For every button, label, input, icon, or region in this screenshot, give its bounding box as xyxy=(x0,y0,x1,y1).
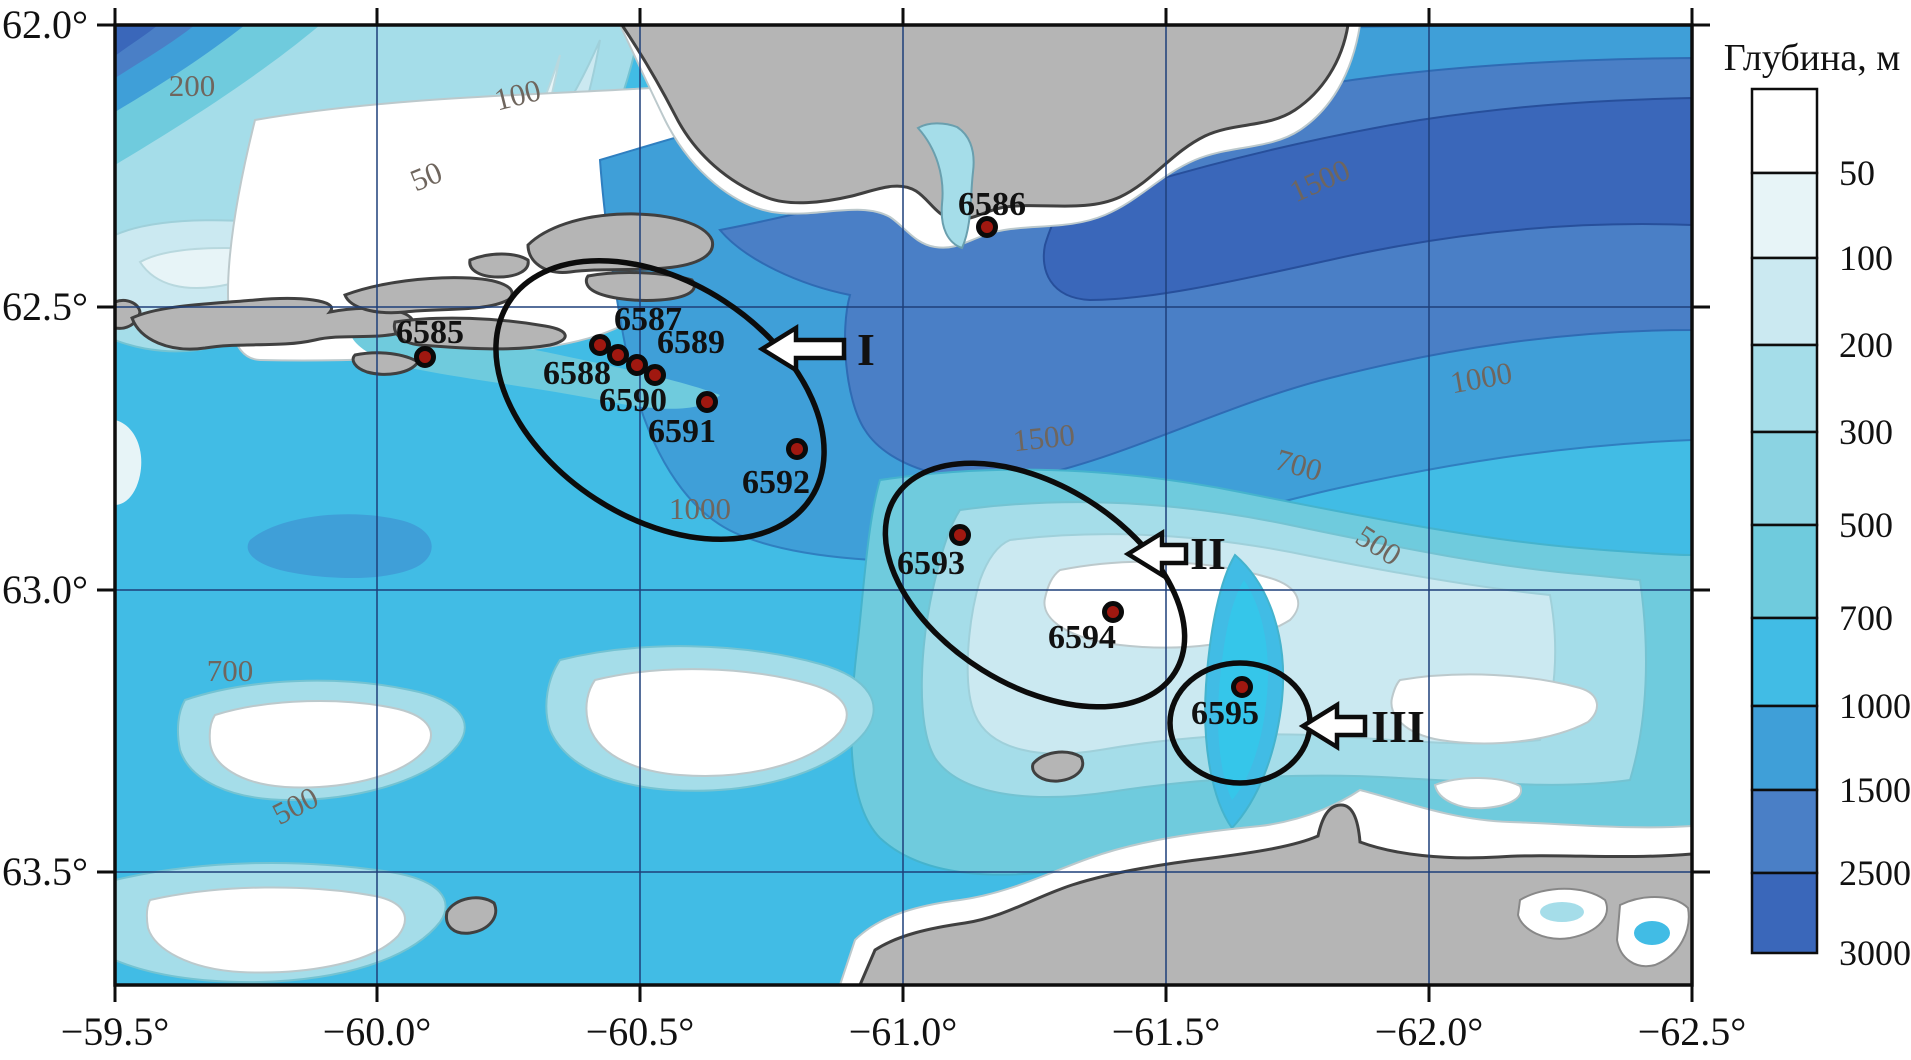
legend-cell-1500 xyxy=(1750,704,1819,792)
land-island-6585-east xyxy=(392,316,567,351)
inlet-channel xyxy=(916,122,975,250)
grid-layer xyxy=(115,25,1692,985)
legend-value-100: 100 xyxy=(1839,238,1893,278)
legend-value-1500: 1500 xyxy=(1839,770,1911,810)
land-island-topcenter xyxy=(526,212,715,274)
station-dot-6589 xyxy=(626,354,648,376)
group-arrow-icon-I xyxy=(757,323,847,375)
legend-cell-300 xyxy=(1750,343,1819,434)
land-mass-bottomright xyxy=(858,803,1692,985)
station-dot-6586 xyxy=(976,216,998,238)
land-islet-center-west xyxy=(468,252,530,279)
land-islet-bottom-center xyxy=(444,896,498,935)
group-label-II: II xyxy=(1190,528,1226,579)
lon-label: −60.0° xyxy=(323,1009,432,1054)
group-arrow-icon-II xyxy=(1123,528,1189,580)
group-ellipse-II xyxy=(882,460,1188,710)
station-dot-6585 xyxy=(414,346,436,368)
lens-bl-2-core xyxy=(585,668,848,777)
lon-label: −61.0° xyxy=(849,1009,958,1054)
legend-value-700: 700 xyxy=(1839,598,1893,638)
legend-cell-500 xyxy=(1750,430,1819,527)
lat-label: 62.0° xyxy=(2,2,88,47)
lon-label: −62.5° xyxy=(1638,1009,1747,1054)
shallow-white-se-2 xyxy=(1390,673,1598,745)
legend-value-1000: 1000 xyxy=(1839,686,1911,726)
station-label-6588: 6588 xyxy=(543,355,611,392)
nw-wedge-2500 xyxy=(115,25,158,56)
group-arrow-icon-III xyxy=(1298,700,1368,752)
lon-label: −60.5° xyxy=(586,1009,695,1054)
legend-value-2500: 2500 xyxy=(1839,853,1911,893)
axis-label-layer: −59.5° −60.0° −60.5° −61.0° −61.5° −62.0° −62.… xyxy=(2,2,1746,1054)
legend-cell-200 xyxy=(1750,256,1819,347)
station-label-6594: 6594 xyxy=(1048,619,1116,656)
station-dot-6588 xyxy=(607,344,629,366)
legend-value-200: 200 xyxy=(1839,325,1893,365)
station-label-6590: 6590 xyxy=(599,382,667,419)
group-label-III: III xyxy=(1371,701,1425,752)
pale-left-edge xyxy=(115,420,142,505)
legend-value-300: 300 xyxy=(1839,412,1893,452)
group-label-I: I xyxy=(857,324,875,375)
group-ellipse-I xyxy=(493,257,827,543)
station-dot-6587 xyxy=(589,334,611,356)
station-label-6585: 6585 xyxy=(396,314,464,351)
contour-depth-label: 700 xyxy=(207,653,254,688)
contour-depth-label: 200 xyxy=(169,68,216,103)
station-label-6593: 6593 xyxy=(897,545,965,582)
lat-label: 62.5° xyxy=(2,284,88,329)
legend-cell-100 xyxy=(1750,171,1819,260)
fringe-island-chain xyxy=(350,330,720,409)
lat-label: 63.0° xyxy=(2,567,88,612)
depth-band-2500-3000 xyxy=(1042,96,1692,302)
land-islet-mid-se xyxy=(1031,750,1085,783)
station-dot-6592 xyxy=(786,438,808,460)
land-islet-south xyxy=(351,351,421,376)
legend-value-500: 500 xyxy=(1839,505,1893,545)
legend-cell-3000 xyxy=(1750,871,1819,955)
deep-patch-left xyxy=(247,514,432,579)
station-dot-6591 xyxy=(696,391,718,413)
station-dot-6594 xyxy=(1102,601,1124,623)
lens-bl-1-core xyxy=(208,699,432,789)
legend-cell-2500 xyxy=(1750,788,1819,875)
legend-cell-700 xyxy=(1750,523,1819,620)
land-pool-1-water xyxy=(1540,902,1584,922)
station-dot-6595 xyxy=(1231,676,1253,698)
lat-label: 63.5° xyxy=(2,849,88,894)
lon-label: −61.5° xyxy=(1112,1009,1221,1054)
lon-label: −62.0° xyxy=(1375,1009,1484,1054)
contour-depth-label: 1000 xyxy=(669,491,731,526)
land-pool-2-water xyxy=(1634,921,1670,945)
depth-legend: Глубина, м 50 100 200 300 500 700 1000 1500 2500… xyxy=(1724,37,1911,973)
legend-value-3000: 3000 xyxy=(1839,933,1911,973)
station-label-6595: 6595 xyxy=(1191,695,1259,732)
legend-value-50: 50 xyxy=(1839,153,1875,193)
station-dot-6593 xyxy=(949,524,971,546)
legend-title: Глубина, м xyxy=(1724,37,1901,79)
shallow-white-se-3 xyxy=(1433,777,1523,810)
contour-depth-label: 1500 xyxy=(1011,417,1076,458)
station-label-6591: 6591 xyxy=(648,413,716,450)
station-dot-6590 xyxy=(644,364,666,386)
station-label-6589: 6589 xyxy=(657,324,725,361)
lon-label: −59.5° xyxy=(61,1009,170,1054)
station-label-6592: 6592 xyxy=(742,464,810,501)
lens-bl-3-core xyxy=(145,886,406,974)
legend-cell-1000 xyxy=(1750,616,1819,708)
station-label-6587: 6587 xyxy=(614,301,682,338)
station-label-6586: 6586 xyxy=(958,186,1026,223)
legend-cell-50 xyxy=(1750,87,1819,175)
tick-layer xyxy=(97,8,1710,1002)
